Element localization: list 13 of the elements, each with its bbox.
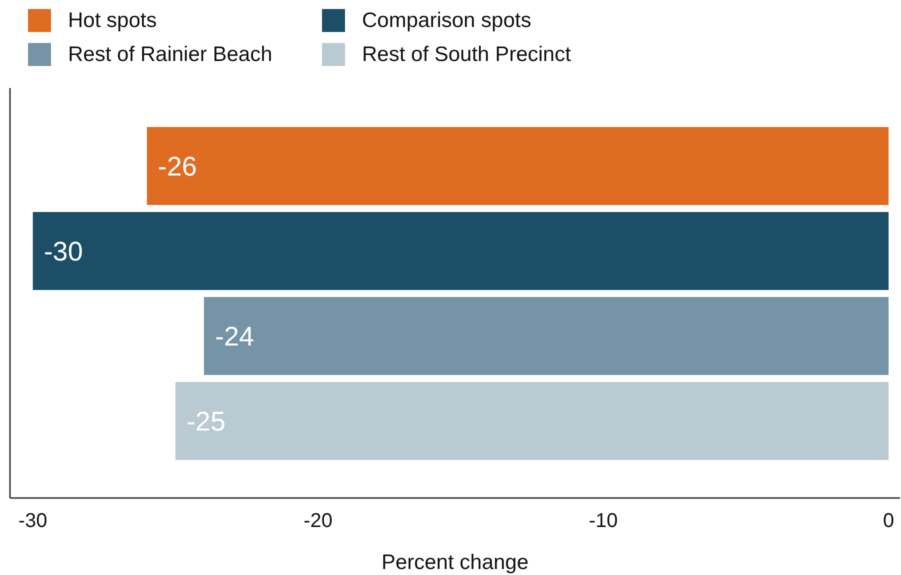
data-label: -25 (186, 406, 226, 437)
legend-label: Comparison spots (362, 8, 532, 32)
x-tick-label: -10 (588, 510, 618, 532)
data-label: -26 (158, 152, 197, 182)
legend-label: Rest of Rainier Beach (68, 42, 272, 66)
legend-label: Hot spots (68, 8, 157, 32)
x-tick-label: 0 (883, 510, 894, 532)
x-axis-title: Percent change (381, 551, 529, 574)
data-label: -24 (214, 322, 254, 352)
data-label: -30 (44, 236, 83, 267)
legend-label: Rest of South Precinct (362, 42, 571, 66)
x-tick-label: -20 (304, 510, 333, 532)
x-tick-label: -30 (18, 510, 48, 532)
